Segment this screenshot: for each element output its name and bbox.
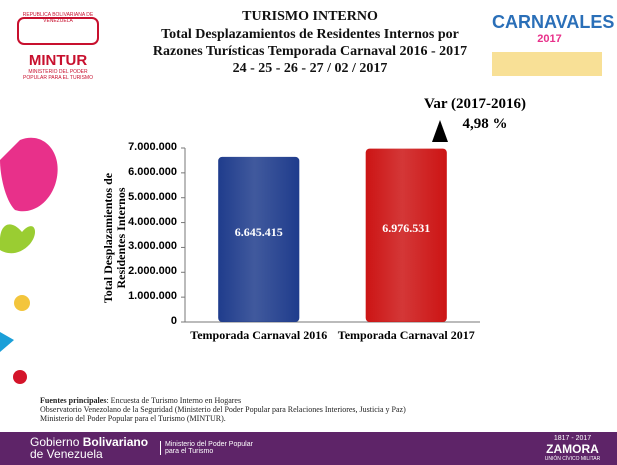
source-2: Observatorio Venezolano de la Seguridad … [40, 405, 406, 414]
x-tick-label: Temporada Carnaval 2017 [337, 328, 475, 342]
dot-yellow [14, 295, 30, 311]
gov-logo: Gobierno Bolivariano de Venezuela [30, 436, 148, 460]
chart-title: TURISMO INTERNO [242, 9, 378, 24]
chart-date: 24 - 25 - 26 - 27 / 02 / 2017 [232, 61, 388, 76]
y-tick-label: 5.000.000 [128, 190, 177, 203]
annotation-value: 4,98 % [462, 116, 508, 132]
dot-blue [0, 332, 14, 352]
y-tick-label: 3.000.000 [128, 240, 177, 253]
source-1: Fuentes principales: Encuesta de Turismo… [40, 396, 406, 405]
logo-mark [17, 17, 99, 45]
org-country: REPUBLICA BOLIVARIANA DE VENEZUELA [22, 12, 94, 24]
org-name: MINTUR [28, 52, 88, 69]
event-logo-art [492, 52, 602, 76]
org-logo: REPUBLICA BOLIVARIANA DE VENEZUELA MINTU… [8, 12, 108, 81]
org-ministry: MINISTERIO DEL PODER POPULAR PARA EL TUR… [23, 69, 93, 81]
zamora-name: ZAMORA [546, 442, 599, 456]
source-3: Ministerio del Poder Popular para el Tur… [40, 414, 226, 423]
event-logo: CARNAVALES 2017 [492, 12, 615, 45]
zamora-years: 1817 - 2017 [553, 435, 592, 442]
ministry-1: Ministerio del Poder Popular [165, 441, 253, 448]
zamora-logo: 1817 - 2017 ZAMORA UNIÓN CÍVICO MILITAR [535, 434, 610, 464]
value-label: 6.976.531 [382, 221, 431, 236]
event-name: CARNAVALES [492, 12, 615, 32]
ministry: Ministerio del Poder Popular para el Tur… [160, 441, 253, 455]
gov-line-1: Gobierno Bolivariano [30, 436, 148, 448]
annotation-label: Var (2017-2016) [423, 96, 527, 112]
ministry-2: para el Turismo [165, 448, 214, 455]
x-tick-label: Temporada Carnaval 2016 [190, 328, 328, 342]
value-label: 6.645.415 [234, 225, 283, 240]
footer-band [0, 432, 617, 465]
gov-line-2: de Venezuela [30, 447, 103, 461]
y-tick-label: 1.000.000 [128, 290, 177, 303]
up-arrow [432, 120, 448, 142]
sources: Fuentes principales: Encuesta de Turismo… [40, 396, 406, 423]
chart-subtitle: Total Desplazamientos de Residentes Inte… [152, 27, 468, 59]
gov-a: Gobierno [30, 435, 83, 449]
heart-pink [0, 137, 58, 212]
y-tick-label: 7.000.000 [128, 141, 177, 153]
event-year: 2017 [537, 33, 562, 45]
y-tick-label: 0 [170, 315, 177, 327]
y-tick-label: 4.000.000 [128, 215, 177, 228]
y-tick-label: 2.000.000 [128, 265, 177, 278]
source-heading: Fuentes principales [40, 396, 107, 405]
source-1-text: : Encuesta de Turismo Interno en Hogares [106, 396, 242, 405]
gov-b: Bolivariano [82, 435, 149, 449]
y-tick-label: 6.000.000 [128, 165, 177, 178]
heart-green [0, 224, 36, 254]
dot-red [13, 370, 27, 384]
zamora-union: UNIÓN CÍVICO MILITAR [544, 456, 601, 462]
bar [365, 148, 447, 322]
bar [218, 156, 300, 322]
